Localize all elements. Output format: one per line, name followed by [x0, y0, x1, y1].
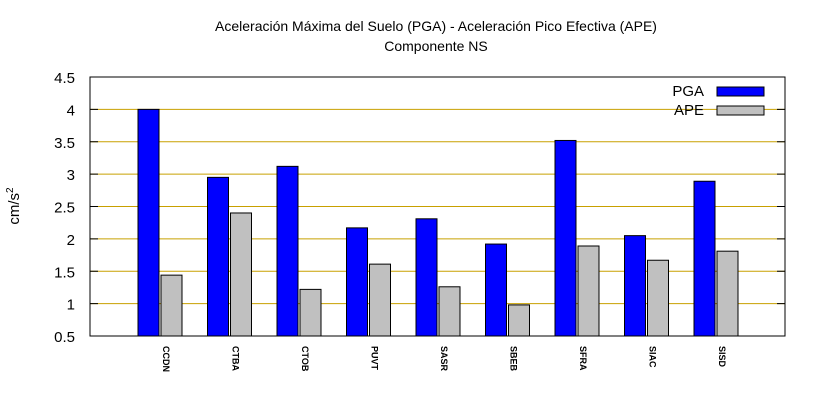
- y-tick-label: 0.5: [54, 329, 75, 346]
- legend-label-pga: PGA: [672, 83, 704, 100]
- x-tick-label: SASR: [439, 346, 449, 372]
- y-tick-label: 4: [67, 102, 75, 119]
- x-tick-label: CTOB: [300, 346, 310, 372]
- x-tick-label: SIAC: [648, 346, 658, 368]
- x-tick-label: CTBA: [231, 346, 241, 371]
- bar-ape-sasr: [438, 286, 461, 337]
- bar-pga-sbeb: [485, 243, 507, 337]
- y-tick-label: 1.5: [54, 264, 75, 281]
- x-tick-label: SFRA: [578, 346, 588, 371]
- svg-text:cm/s2: cm/s2: [5, 187, 23, 225]
- x-axis-labels: CCDN CTBA CTOB PUVT SASR SBEB SFRA SIAC SISD: [161, 346, 727, 372]
- bar-ape-sfra: [577, 245, 600, 337]
- bar-pga-sasr: [415, 218, 438, 337]
- x-tick-label: SISD: [717, 346, 727, 368]
- x-tick-label: SBEB: [509, 346, 519, 372]
- bar-ape-sisd: [716, 250, 739, 337]
- y-tick-label: 4.5: [54, 70, 75, 87]
- bar-pga-sfra: [554, 139, 577, 337]
- bar-ape-siac: [647, 259, 669, 337]
- chart-subtitle: Componente NS: [384, 38, 488, 54]
- plot-frame: [89, 76, 786, 337]
- y-tick-label: 2.5: [54, 200, 75, 217]
- bar-ape-ctba: [230, 212, 252, 337]
- y-axis-ticks: 0.5 1 1.5 2 2.5 3 3.5 4 4.5: [54, 70, 785, 346]
- y-tick-label: 2: [67, 232, 75, 249]
- bar-pga-ccdn: [137, 108, 160, 337]
- y-axis-label-exponent: 2: [5, 187, 16, 193]
- bar-pga-siac: [624, 235, 646, 337]
- x-tick-label: PUVT: [370, 346, 380, 371]
- y-tick-label: 3: [67, 167, 75, 184]
- y-axis-label-unit: cm/s: [6, 193, 23, 225]
- legend-label-ape: APE: [674, 102, 704, 119]
- legend-swatch-pga: [716, 86, 765, 97]
- x-tick-label: CCDN: [161, 346, 171, 372]
- y-tick-label: 1: [67, 297, 75, 314]
- bar-ape-ctob: [299, 288, 322, 337]
- y-axis-label: cm/s2: [5, 187, 23, 225]
- legend: PGA APE: [672, 83, 765, 119]
- chart-title: Aceleración Máxima del Suelo (PGA) - Ace…: [215, 18, 657, 34]
- bars: [137, 108, 739, 337]
- legend-swatch-ape: [716, 105, 765, 116]
- bar-pga-ctob: [276, 165, 299, 337]
- bar-ape-ccdn: [160, 274, 183, 337]
- bar-ape-sbeb: [508, 304, 530, 337]
- bar-ape-puvt: [369, 263, 391, 337]
- bar-pga-puvt: [346, 227, 368, 337]
- bar-pga-sisd: [693, 180, 716, 337]
- bar-pga-ctba: [207, 176, 229, 337]
- y-tick-label: 3.5: [54, 135, 75, 152]
